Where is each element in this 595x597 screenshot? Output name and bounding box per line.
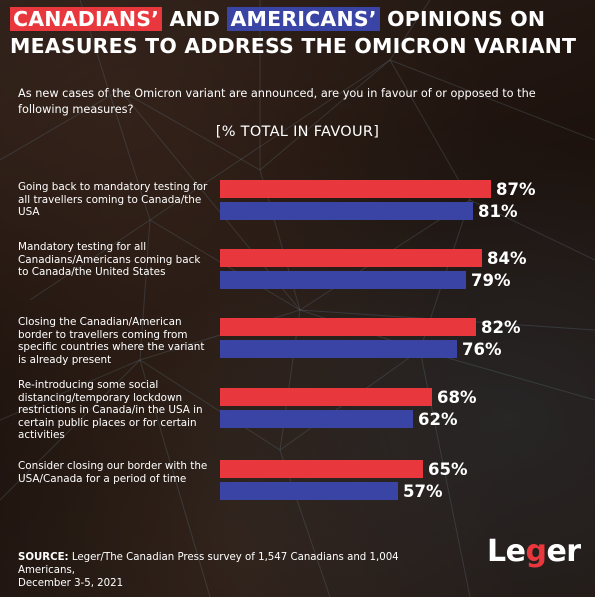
title-rest: OPINIONS ON: [379, 7, 546, 31]
bar-canada: [220, 249, 482, 267]
value-label-usa: 79%: [471, 271, 511, 290]
bar-canada: [220, 180, 491, 198]
category-label: Going back to mandatory testing for all …: [18, 181, 208, 219]
source-text: Leger/The Canadian Press survey of 1,547…: [18, 552, 399, 576]
title-and: AND: [162, 7, 228, 31]
title-americans: AMERICANS’: [227, 7, 380, 31]
source-date: December 3-5, 2021: [18, 578, 124, 589]
bar-canada: [220, 318, 476, 336]
value-label-usa: 76%: [462, 340, 502, 359]
category-label: Closing the Canadian/American border to …: [18, 316, 205, 366]
value-label-usa: 62%: [418, 410, 458, 429]
bar-usa: [220, 340, 457, 358]
bar-usa: [220, 271, 466, 289]
title-line-2: MEASURES TO ADDRESS THE OMICRON VARIANT: [10, 34, 577, 58]
value-label-usa: 57%: [403, 482, 443, 501]
value-label-canada: 87%: [496, 180, 536, 199]
survey-question: As new cases of the Omicron variant are …: [18, 87, 536, 116]
leger-logo: Leger: [487, 534, 581, 569]
value-label-canada: 68%: [437, 388, 477, 407]
bar-usa: [220, 202, 473, 220]
category-label: Mandatory testing for all Canadians/Amer…: [18, 241, 201, 279]
value-label-canada: 82%: [481, 318, 521, 337]
bar-usa: [220, 482, 398, 500]
title-canadians: CANADIANS’: [10, 7, 163, 31]
bar-usa: [220, 410, 413, 428]
category-label: Re-introducing some social distancing/te…: [18, 379, 203, 442]
bar-canada: [220, 388, 432, 406]
source-label: SOURCE:: [18, 552, 69, 563]
value-label-canada: 65%: [428, 460, 468, 479]
bar-canada: [220, 460, 423, 478]
page-title: CANADIANS’ AND AMERICANS’ OPINIONS ON ME…: [10, 6, 590, 60]
category-label: Consider closing our border with the USA…: [18, 460, 208, 485]
value-label-canada: 84%: [487, 249, 527, 268]
metric-label: [% TOTAL IN FAVOUR]: [215, 124, 380, 140]
value-label-usa: 81%: [478, 202, 518, 221]
source-note: SOURCE: Leger/The Canadian Press survey …: [18, 551, 438, 590]
